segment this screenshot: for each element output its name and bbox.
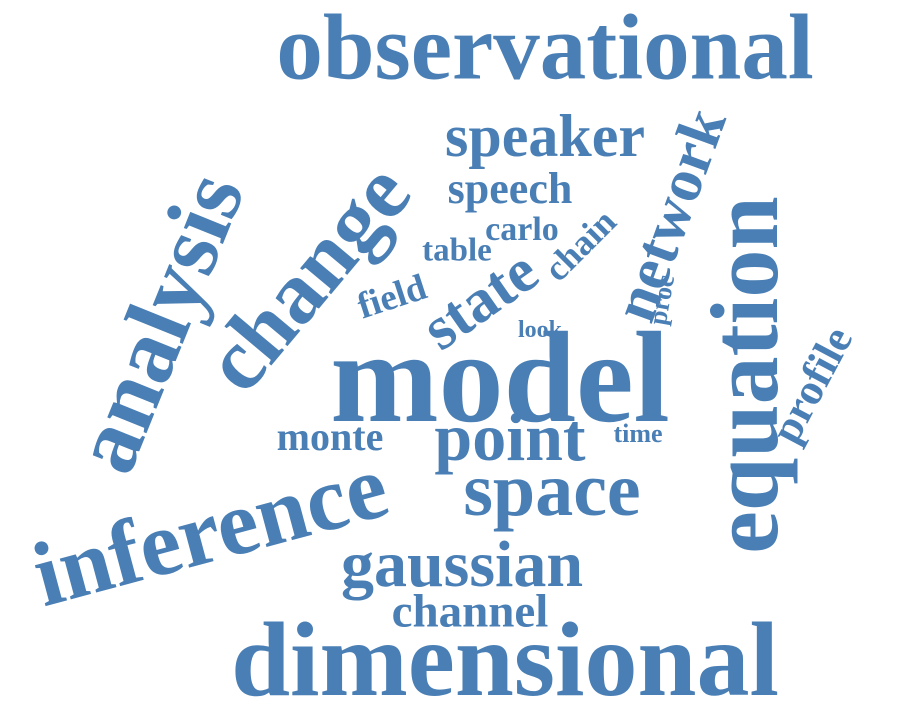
word-point: point [434,399,586,475]
word-monte: monte [276,414,384,459]
word-table: table [422,232,492,269]
word-carlo: carlo [485,211,559,248]
word-space: space [463,448,641,532]
word-speech: speech [447,164,573,213]
word-time: time [613,419,663,448]
word-channel: channel [391,585,549,638]
word-model: model [330,306,670,450]
word-observational: observational [276,0,814,100]
word-gaussian: gaussian [340,528,584,601]
word-speaker: speaker [445,103,645,169]
word-look: look [517,317,563,343]
word-equation: equation [691,196,798,554]
word-dimensional: dimensional [231,601,779,712]
